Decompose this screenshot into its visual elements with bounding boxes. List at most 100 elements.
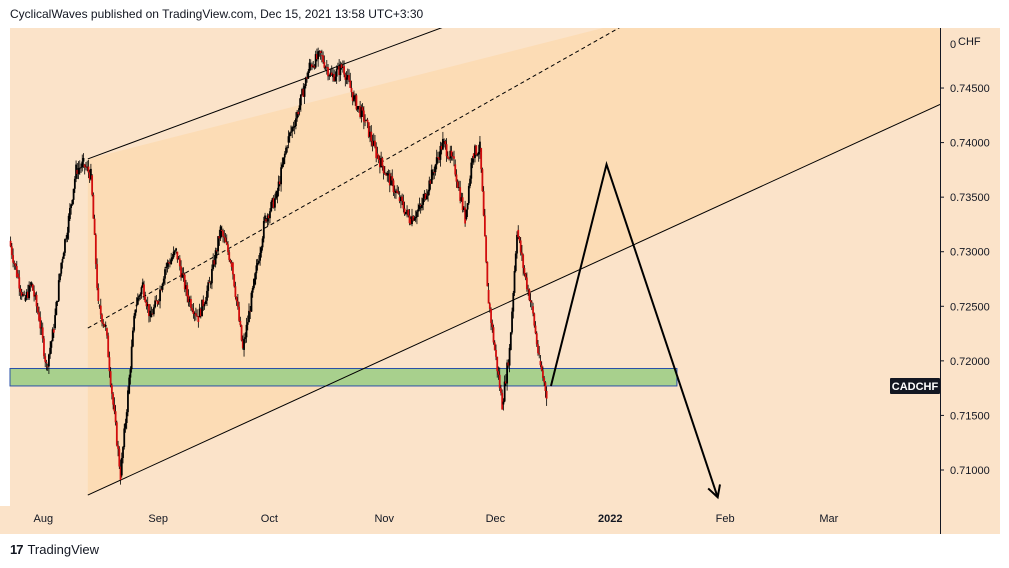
candle-body (518, 237, 521, 241)
candle-body (317, 51, 320, 60)
candle-body (109, 371, 112, 386)
candle-body (301, 89, 303, 95)
candle-body (23, 294, 26, 295)
candle-body (338, 66, 341, 76)
candle-body (422, 198, 425, 205)
candle-body (445, 144, 448, 157)
candle-body (217, 236, 220, 252)
candle-body (285, 147, 287, 154)
candle-body (495, 349, 497, 357)
candle-body (171, 257, 174, 260)
candle-body (525, 277, 528, 290)
candle-body (127, 390, 129, 413)
candle-body (385, 173, 387, 176)
candle-body (24, 297, 27, 301)
candle-body (481, 169, 484, 192)
candle-body (448, 158, 450, 160)
candle-body (69, 207, 71, 219)
candle-body (500, 388, 502, 393)
candle-body (438, 157, 441, 160)
candle-body (257, 260, 260, 264)
candle-body (318, 51, 321, 52)
currency-label: CHF (958, 36, 981, 48)
candle-body (177, 258, 180, 260)
candle-body (167, 262, 170, 264)
candle-body (233, 274, 236, 287)
candle-body (456, 181, 459, 188)
candle-body (276, 190, 279, 198)
candle-body (62, 252, 65, 259)
candle-body (251, 287, 254, 293)
candle-body (387, 173, 390, 176)
projection-arrow (549, 160, 719, 498)
candle-body (272, 198, 275, 208)
candle-body (190, 299, 192, 308)
candle-body (397, 192, 400, 194)
candle-body (82, 157, 85, 162)
candle-body (225, 242, 228, 245)
candle-body (161, 283, 164, 290)
candle-body (530, 301, 533, 303)
footer-brand[interactable]: TradingView (27, 542, 100, 557)
candle-body (382, 166, 385, 174)
candle-body (537, 344, 539, 354)
candle-body (262, 221, 265, 239)
candle-body (243, 338, 245, 350)
candle-body (227, 244, 229, 253)
candle-body (304, 77, 307, 86)
candle-body (238, 306, 241, 321)
candle-body (295, 118, 297, 127)
candle-body (50, 341, 53, 348)
candle-body (467, 186, 470, 204)
candle-body (67, 215, 70, 233)
candle-body (348, 75, 350, 81)
candle-body (267, 215, 270, 219)
candle-body (204, 300, 207, 304)
candle-body (159, 289, 161, 302)
candle-body (91, 175, 94, 195)
candle-body (239, 320, 242, 326)
candle-body (52, 329, 55, 333)
candle-body (191, 307, 194, 311)
candle-body (143, 284, 145, 297)
candle-body (107, 335, 110, 358)
candle-body (36, 306, 39, 313)
candle-body (33, 290, 35, 297)
candle-body (374, 140, 376, 147)
candle-body (206, 290, 208, 301)
candle-body (490, 308, 492, 323)
candle-body (519, 240, 522, 253)
candle-body (260, 247, 263, 253)
candle-body (106, 328, 108, 336)
candle-body (527, 289, 530, 290)
candle-body (12, 255, 14, 263)
candle-body (274, 198, 276, 208)
candle-body (160, 289, 163, 291)
candle-body (218, 236, 221, 239)
candle-body (270, 201, 273, 212)
candle-body (57, 280, 60, 301)
candle-body (544, 382, 547, 391)
candle-body (429, 180, 432, 184)
candle-body (307, 71, 310, 79)
candle-body (408, 215, 411, 224)
candle-body (56, 300, 59, 302)
candle-body (334, 76, 337, 81)
candle-body (335, 69, 338, 77)
candle-body (178, 258, 181, 267)
price-chart[interactable]: 0.71000 0.71500 0.72000 0.72500 0.73000 0.735… (0, 28, 1000, 534)
candle-body (253, 278, 255, 288)
candle-body (187, 295, 190, 303)
tradingview-logo-icon[interactable]: 17 (10, 542, 24, 557)
candle-body (476, 154, 479, 156)
candle-body (302, 89, 305, 97)
candle-body (359, 106, 362, 117)
x-tick-label: Aug (34, 513, 54, 525)
candle-body (337, 66, 339, 70)
candle-body (66, 232, 69, 239)
candle-body (356, 106, 359, 110)
chart-frame[interactable]: 0.71000 0.71500 0.72000 0.72500 0.73000 0.735… (0, 28, 1000, 534)
candle-body (491, 322, 494, 328)
candle-body (214, 250, 217, 265)
candle-body (277, 181, 280, 191)
